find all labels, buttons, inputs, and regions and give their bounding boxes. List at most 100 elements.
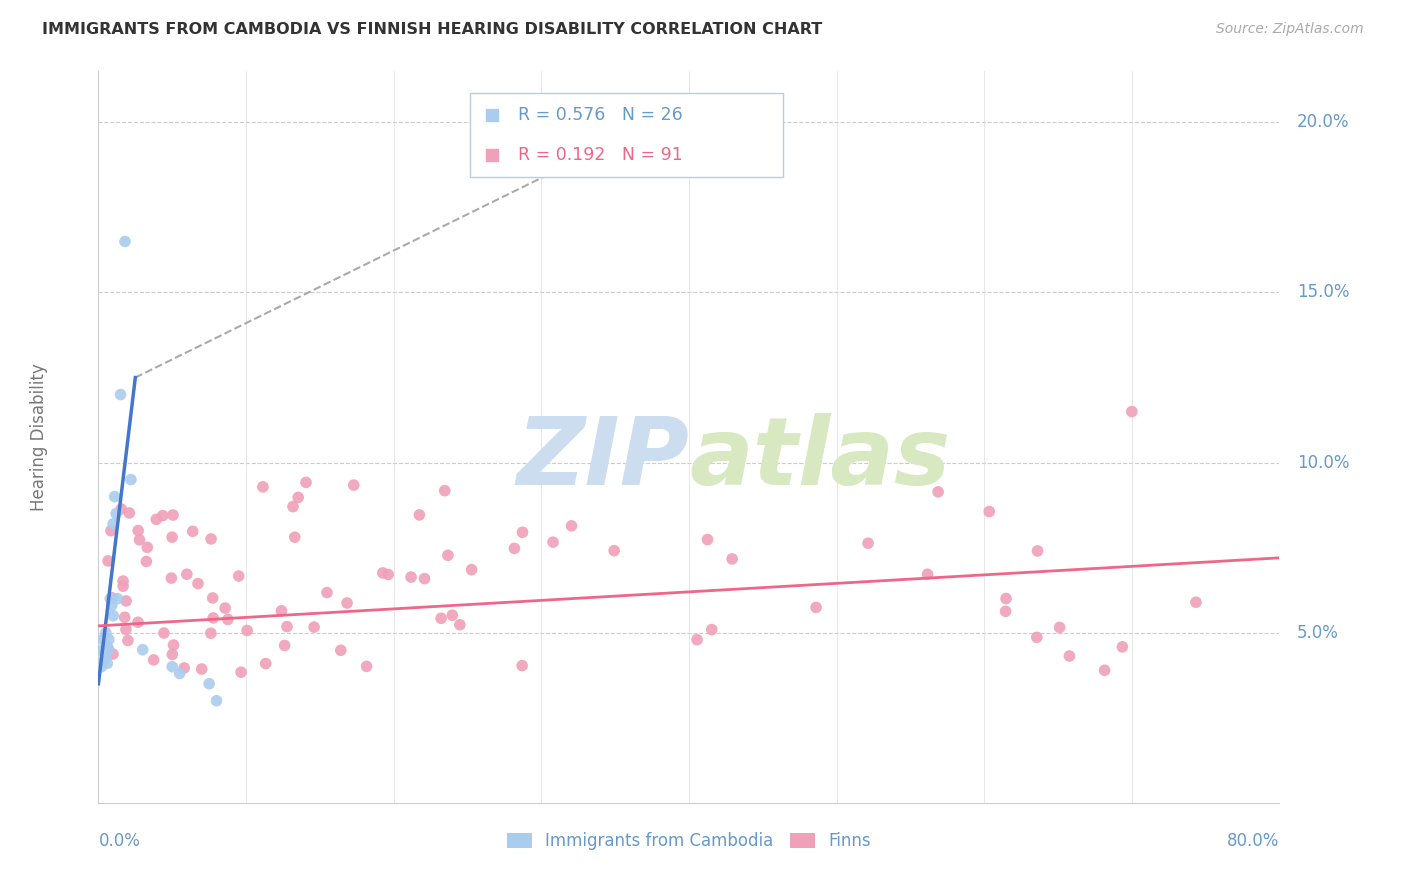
Point	[100, 599, 122, 613]
Point	[252, 480, 274, 494]
Text: 0.0%: 0.0%	[98, 832, 141, 850]
Point	[377, 567, 399, 582]
Point	[229, 665, 252, 680]
Point	[510, 658, 533, 673]
Point	[329, 643, 352, 657]
Point	[107, 591, 129, 606]
Point	[162, 659, 183, 673]
Point	[217, 612, 239, 626]
Text: 80.0%: 80.0%	[1227, 832, 1279, 850]
Point	[276, 619, 298, 633]
Point	[270, 604, 292, 618]
Point	[152, 508, 174, 523]
Point	[118, 506, 141, 520]
Point	[413, 572, 436, 586]
Point	[112, 574, 135, 588]
Point	[200, 532, 222, 546]
Point	[856, 536, 879, 550]
Point	[135, 554, 157, 568]
Point	[142, 653, 165, 667]
FancyBboxPatch shape	[471, 94, 783, 178]
Point	[994, 604, 1017, 618]
Point	[1059, 648, 1081, 663]
Text: R = 0.192   N = 91: R = 0.192 N = 91	[517, 146, 682, 164]
Point	[281, 500, 304, 514]
Point	[408, 508, 430, 522]
Point	[162, 508, 184, 522]
Point	[103, 516, 125, 531]
Point	[201, 591, 224, 605]
Point	[214, 601, 236, 615]
Point	[96, 657, 118, 671]
Point	[721, 552, 744, 566]
Point	[917, 567, 939, 582]
Point	[302, 620, 325, 634]
Point	[804, 600, 827, 615]
Point	[101, 591, 124, 605]
Point	[97, 632, 120, 647]
Point	[160, 571, 183, 585]
Point	[115, 594, 138, 608]
Point	[90, 659, 112, 673]
Point	[1111, 640, 1133, 654]
Point	[127, 615, 149, 630]
Point	[995, 591, 1018, 606]
Point	[1094, 663, 1116, 677]
Text: 5.0%: 5.0%	[1298, 624, 1339, 641]
Point	[371, 566, 394, 580]
Point	[97, 554, 120, 568]
Point	[136, 541, 159, 555]
Point	[162, 638, 184, 652]
Point	[115, 623, 138, 637]
Point	[202, 611, 225, 625]
Point	[103, 608, 125, 623]
Point	[979, 504, 1001, 518]
Legend: Immigrants from Cambodia, Finns: Immigrants from Cambodia, Finns	[501, 825, 877, 856]
Point	[603, 543, 626, 558]
Point	[336, 596, 359, 610]
Point	[512, 525, 534, 540]
Point	[132, 642, 155, 657]
Point	[91, 632, 114, 647]
Point	[927, 484, 949, 499]
Point	[176, 567, 198, 582]
Point	[98, 591, 121, 606]
Point	[94, 625, 117, 640]
Point	[94, 649, 117, 664]
Point	[190, 662, 212, 676]
Point	[541, 535, 564, 549]
Point	[198, 677, 221, 691]
Point	[114, 610, 136, 624]
Point	[449, 617, 471, 632]
Point	[160, 530, 183, 544]
Point	[110, 387, 132, 401]
Point	[295, 475, 318, 490]
Point	[1121, 404, 1143, 418]
Point	[187, 576, 209, 591]
Point	[356, 659, 378, 673]
Point	[101, 647, 124, 661]
Point	[254, 657, 277, 671]
Point	[145, 512, 167, 526]
Point	[117, 633, 139, 648]
Point	[460, 563, 482, 577]
Point	[153, 626, 176, 640]
Point	[120, 473, 142, 487]
Point	[100, 524, 122, 538]
Text: atlas: atlas	[689, 413, 950, 505]
Point	[437, 549, 460, 563]
Point	[430, 611, 453, 625]
Point	[686, 632, 709, 647]
Point	[112, 579, 135, 593]
Point	[228, 569, 250, 583]
Point	[503, 541, 526, 556]
Point	[104, 490, 127, 504]
Text: Hearing Disability: Hearing Disability	[31, 363, 48, 511]
Point	[181, 524, 204, 539]
Point	[696, 533, 718, 547]
Point	[162, 648, 184, 662]
Text: IMMIGRANTS FROM CAMBODIA VS FINNISH HEARING DISABILITY CORRELATION CHART: IMMIGRANTS FROM CAMBODIA VS FINNISH HEAR…	[42, 22, 823, 37]
Point	[96, 640, 118, 654]
Text: ZIP: ZIP	[516, 413, 689, 505]
Point	[700, 623, 723, 637]
